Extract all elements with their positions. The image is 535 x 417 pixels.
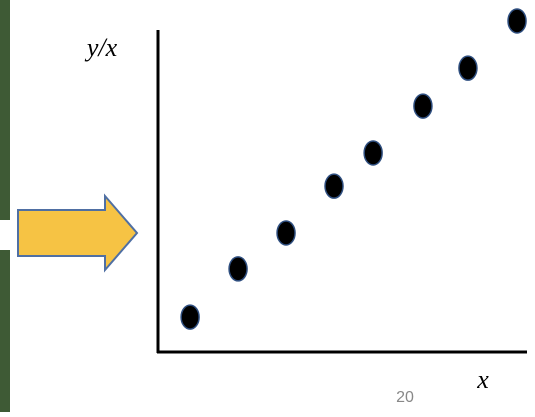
point	[364, 141, 382, 165]
point	[414, 94, 432, 118]
point	[508, 9, 526, 33]
point	[325, 174, 343, 198]
point	[459, 56, 477, 80]
point	[181, 305, 199, 329]
side-strip	[0, 0, 10, 220]
arrow	[18, 196, 137, 270]
slide: y/x 20 x	[0, 0, 535, 412]
y-axis-label: y/x	[84, 33, 118, 62]
point	[277, 221, 295, 245]
x-axis-label: x	[476, 365, 489, 394]
page-number: 20	[396, 389, 414, 406]
side-strip	[0, 250, 10, 412]
point	[229, 257, 247, 281]
